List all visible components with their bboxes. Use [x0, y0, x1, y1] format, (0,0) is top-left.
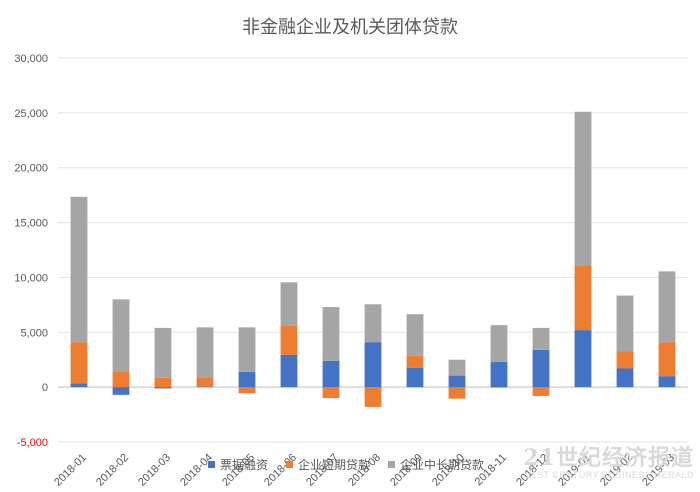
- bar-segment: [574, 111, 592, 266]
- bar-segment: [616, 351, 634, 369]
- y-tick-label: 15,000: [14, 218, 48, 230]
- bars: [70, 111, 676, 407]
- y-tick-label: 20,000: [14, 163, 48, 175]
- bar-segment: [280, 282, 298, 326]
- bar-segment: [154, 377, 172, 388]
- bar-segment: [70, 196, 88, 343]
- bar-segment: [154, 327, 172, 378]
- y-tick-label: 5,000: [20, 327, 48, 339]
- bar-segment: [280, 354, 298, 388]
- bar-segment: [70, 342, 88, 384]
- y-tick-label: 25,000: [14, 108, 48, 120]
- bar-segment: [238, 387, 256, 394]
- watermark: 21世纪经济报道 21ST CENTURY BUSINESS HERALD: [523, 447, 694, 480]
- legend-label: 票据融资: [220, 458, 268, 472]
- bar-segment: [322, 307, 340, 361]
- y-tick-label: 30,000: [14, 53, 48, 65]
- x-tick-label: 2018-01: [52, 452, 89, 489]
- bar-segment: [448, 387, 466, 399]
- bar-segment: [238, 327, 256, 372]
- bar-segment: [532, 327, 550, 350]
- legend-swatch: [388, 461, 395, 468]
- bar-segment: [448, 375, 466, 388]
- bar-segment: [364, 342, 382, 388]
- bar-segment: [196, 386, 214, 388]
- bar-segment: [154, 387, 172, 389]
- bar-segment: [364, 387, 382, 407]
- watermark-main: 21世纪经济报道: [523, 445, 694, 471]
- bar-segment: [490, 387, 508, 388]
- bar-segment: [196, 327, 214, 378]
- x-tick-label: 2018-04: [178, 452, 215, 489]
- bar-segment: [322, 387, 340, 399]
- y-tick-label: 0: [42, 382, 48, 394]
- bar-segment: [490, 361, 508, 388]
- bar-segment: [238, 371, 256, 388]
- bar-segment: [406, 367, 424, 388]
- y-axis: -5,000 0 5,000 10,000 15,000 20,000 25,000 30,0…: [14, 53, 48, 449]
- bar-segment: [658, 376, 676, 388]
- bar-segment: [574, 330, 592, 388]
- bar-segment: [406, 314, 424, 356]
- legend-label: 企业短期贷款: [298, 457, 370, 472]
- legend: 票据融资 企业短期贷款 企业中长期贷款: [208, 457, 484, 472]
- y-tick-label: 10,000: [14, 272, 48, 284]
- bar-segment: [448, 359, 466, 376]
- bar-segment: [364, 304, 382, 343]
- x-tick-label: 2018-03: [136, 452, 173, 489]
- bar-segment: [112, 387, 130, 395]
- bar-segment: [322, 360, 340, 388]
- watermark-sub: 21ST CENTURY BUSINESS HERALD: [525, 470, 694, 480]
- x-tick-label: 2018-02: [94, 452, 131, 489]
- legend-swatch: [286, 461, 293, 468]
- bar-segment: [616, 295, 634, 352]
- bar-segment: [196, 377, 214, 387]
- bar-segment: [490, 325, 508, 362]
- bar-segment: [112, 299, 130, 372]
- bar-segment: [532, 387, 550, 396]
- y-tick-label: -5,000: [17, 437, 48, 449]
- bar-segment: [574, 265, 592, 331]
- bar-segment: [70, 383, 88, 388]
- bar-segment: [532, 349, 550, 388]
- bar-segment: [616, 368, 634, 388]
- legend-label: 企业中长期贷款: [400, 457, 484, 472]
- bar-segment: [406, 355, 424, 368]
- bar-segment: [280, 325, 298, 355]
- bar-segment: [658, 271, 676, 343]
- bar-segment: [112, 371, 130, 388]
- bar-segment: [658, 342, 676, 377]
- legend-swatch: [208, 461, 215, 468]
- chart-title: 非金融企业及机关团体贷款: [242, 17, 458, 38]
